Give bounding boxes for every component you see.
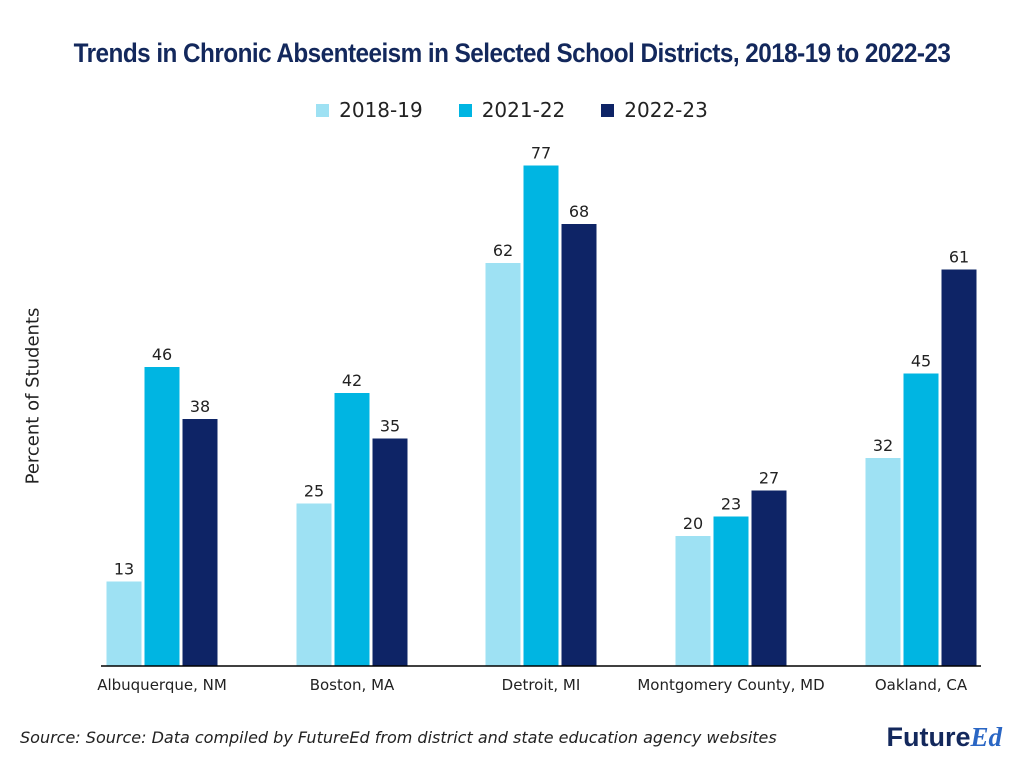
- data-label-oakland-ca-2018-19: 32: [873, 436, 893, 455]
- data-label-albuquerque-nm-2021-22: 46: [152, 345, 172, 364]
- bar-montgomery-county-md-2022-23: [751, 490, 787, 666]
- x-tick-label-oakland-ca: Oakland, CA: [875, 676, 968, 694]
- legend-label-2022-23: 2022-23: [624, 98, 708, 122]
- data-label-detroit-mi-2018-19: 62: [493, 241, 513, 260]
- bar-oakland-ca-2018-19: [865, 458, 901, 666]
- data-label-boston-ma-2018-19: 25: [304, 482, 324, 501]
- bar-detroit-mi-2021-22: [523, 165, 559, 666]
- chart-legend: 2018-19 2021-22 2022-23: [0, 98, 1024, 122]
- bar-boston-ma-2018-19: [296, 503, 332, 666]
- legend-label-2021-22: 2021-22: [481, 98, 566, 122]
- bar-boston-ma-2021-22: [334, 393, 370, 666]
- bar-montgomery-county-md-2018-19: [675, 536, 711, 666]
- source-note: Source: Source: Data compiled by FutureE…: [20, 728, 777, 747]
- data-label-detroit-mi-2021-22: 77: [531, 144, 551, 163]
- data-label-oakland-ca-2022-23: 61: [949, 248, 969, 267]
- legend-item-2018-19: 2018-19: [316, 98, 423, 122]
- data-label-montgomery-county-md-2018-19: 20: [683, 514, 703, 533]
- bar-oakland-ca-2022-23: [941, 269, 977, 666]
- x-tick-label-boston-ma: Boston, MA: [310, 676, 395, 694]
- data-label-boston-ma-2022-23: 35: [380, 417, 400, 436]
- chart-title: Trends in Chronic Absenteeism in Selecte…: [73, 38, 951, 68]
- bar-boston-ma-2022-23: [372, 438, 408, 666]
- data-label-detroit-mi-2022-23: 68: [569, 202, 589, 221]
- data-label-oakland-ca-2021-22: 45: [911, 352, 931, 371]
- x-tick-label-detroit-mi: Detroit, MI: [502, 676, 581, 694]
- legend-item-2021-22: 2021-22: [458, 98, 566, 122]
- legend-label-2018-19: 2018-19: [339, 98, 423, 122]
- x-tick-label-albuquerque-nm: Albuquerque, NM: [97, 676, 227, 694]
- bar-albuquerque-nm-2022-23: [182, 419, 218, 666]
- legend-swatch-2018-19: [316, 103, 330, 117]
- bar-detroit-mi-2022-23: [561, 224, 597, 666]
- futureed-logo: FutureEd: [886, 722, 1002, 753]
- logo-ed-text: Ed: [970, 722, 1002, 752]
- bar-montgomery-county-md-2021-22: [713, 516, 749, 666]
- data-label-boston-ma-2021-22: 42: [342, 371, 362, 390]
- data-label-montgomery-county-md-2021-22: 23: [721, 495, 741, 514]
- legend-item-2022-23: 2022-23: [601, 98, 708, 122]
- bar-oakland-ca-2021-22: [903, 373, 939, 666]
- data-label-albuquerque-nm-2022-23: 38: [190, 397, 210, 416]
- logo-future-text: Future: [886, 722, 971, 752]
- x-tick-label-montgomery-county-md: Montgomery County, MD: [637, 676, 824, 694]
- legend-swatch-2021-22: [458, 103, 472, 117]
- data-label-montgomery-county-md-2022-23: 27: [759, 469, 779, 488]
- bar-albuquerque-nm-2018-19: [106, 581, 142, 666]
- bar-detroit-mi-2018-19: [485, 263, 521, 666]
- legend-swatch-2022-23: [601, 103, 615, 117]
- bar-albuquerque-nm-2021-22: [144, 367, 180, 666]
- data-label-albuquerque-nm-2018-19: 13: [114, 560, 134, 579]
